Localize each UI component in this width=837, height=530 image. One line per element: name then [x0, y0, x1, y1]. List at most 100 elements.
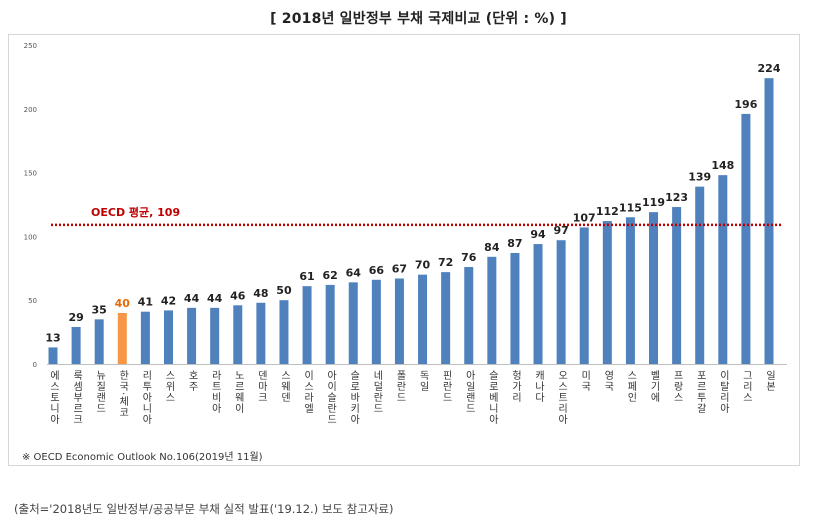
x-category-label: 라트비아 [209, 370, 221, 414]
bar-value-label: 35 [92, 303, 107, 316]
x-category-label: 아이슬란드 [325, 370, 337, 425]
bar-value-label: 148 [711, 159, 734, 172]
bar-value-label: 64 [346, 266, 362, 279]
x-category-label: 리투아니아 [140, 370, 152, 425]
bar-value-label: 123 [665, 191, 688, 204]
bar [533, 244, 543, 364]
bar-value-label: 61 [299, 270, 314, 283]
bar [556, 240, 566, 364]
bar [325, 284, 335, 364]
x-category-label: 한국·체코 [117, 370, 129, 418]
oecd-average-label: OECD 평균, 109 [91, 205, 180, 219]
bar-value-label: 94 [530, 228, 546, 241]
bar [487, 256, 497, 364]
x-category-label: 아일랜드 [463, 370, 475, 414]
x-category-label: 스웨덴 [278, 370, 290, 403]
bar [394, 278, 404, 364]
x-category-label: 미국 [579, 370, 591, 392]
x-category-label: 노르웨이 [232, 370, 244, 414]
x-category-label: 프랑스 [671, 370, 683, 403]
bar [140, 311, 150, 364]
bar [695, 186, 705, 364]
bar [187, 307, 197, 364]
bar-value-label: 84 [484, 241, 500, 254]
x-category-label: 벨기에 [648, 370, 660, 403]
bar [741, 113, 751, 365]
x-category-label: 스위스 [163, 370, 175, 403]
x-category-label: 이탈리아 [717, 370, 729, 414]
y-tick-label: 100 [24, 233, 37, 241]
x-category-label: 스페인 [625, 370, 637, 403]
bar [464, 267, 474, 364]
x-category-label: 이스라엘 [302, 370, 314, 414]
bar [71, 326, 81, 364]
bar-value-label: 66 [369, 264, 385, 277]
bar-value-label: 76 [461, 251, 477, 264]
bar [279, 300, 289, 364]
bar-value-label: 46 [230, 289, 246, 302]
y-tick-label: 0 [33, 361, 37, 369]
x-category-label: 뉴질랜드 [94, 370, 106, 414]
bar [233, 305, 243, 364]
bar-value-label: 40 [115, 297, 131, 310]
bar-value-label: 196 [734, 98, 757, 111]
bar [163, 310, 173, 364]
x-category-label: 독일 [417, 370, 429, 392]
bar [579, 227, 589, 364]
data-note: ※ OECD Economic Outlook No.106(2019년 11월… [22, 452, 263, 463]
bar-value-label: 50 [276, 284, 292, 297]
x-category-label: 영국 [602, 370, 614, 392]
bar [672, 207, 682, 364]
bar-value-label: 139 [688, 171, 711, 184]
x-category-label: 슬로베니아 [486, 370, 498, 425]
bar [94, 319, 104, 364]
x-category-label: 슬로바키아 [348, 370, 360, 425]
bar-value-label: 48 [253, 287, 268, 300]
bar-value-label: 119 [642, 196, 665, 209]
bar-value-label: 44 [184, 292, 200, 305]
bar-value-label: 115 [619, 201, 642, 214]
bar-value-label: 107 [573, 211, 596, 224]
chart-title: [ 2018년 일반정부 부채 국제비교 (단위 : %) ] [270, 11, 567, 27]
bar [210, 307, 220, 364]
bar-value-label: 62 [323, 269, 338, 282]
bar [441, 272, 451, 364]
y-tick-label: 250 [24, 42, 37, 50]
bar-value-label: 87 [507, 237, 522, 250]
bar [418, 274, 428, 364]
y-tick-label: 150 [24, 170, 37, 178]
x-category-label: 헝가리 [509, 370, 521, 403]
bar [649, 212, 659, 364]
x-category-label: 네덜란드 [371, 370, 383, 414]
x-category-label: 캐나다 [533, 370, 545, 403]
bar-value-label: 42 [161, 294, 176, 307]
bar-value-label: 29 [68, 311, 83, 324]
x-category-label: 폴란드 [394, 370, 406, 403]
bar [602, 221, 612, 364]
bar [764, 78, 774, 364]
bar [625, 217, 635, 364]
x-category-label: 그리스 [740, 370, 752, 403]
bar-chart: 0 50 100 150 200 250 13 에스토니아 29 룩셈부르크 35 뉴질랜드 40 한국·… [24, 42, 787, 425]
bar [48, 347, 58, 364]
y-tick-label: 50 [28, 297, 37, 305]
x-category-label: 에스토니아 [48, 370, 60, 425]
bar [718, 175, 728, 364]
x-category-label: 룩셈부르크 [71, 370, 83, 425]
source-citation: (출처='2018년도 일반정부/공공부문 부채 실적 발표('19.12.) … [14, 502, 394, 516]
bar [117, 312, 127, 364]
bar-value-label: 72 [438, 256, 453, 269]
x-category-label: 포르투갈 [694, 370, 706, 414]
x-category-label: 일본 [764, 370, 776, 392]
bar [510, 252, 520, 364]
bar-value-label: 41 [138, 296, 153, 309]
x-category-label: 오스트리아 [556, 370, 568, 425]
bar [302, 286, 312, 364]
bar [348, 282, 358, 364]
chart-panel: 0 50 100 150 200 250 13 에스토니아 29 룩셈부르크 35 뉴질랜드 40 한국·… [8, 34, 800, 466]
bar-value-label: 224 [758, 62, 781, 75]
y-tick-label: 200 [24, 106, 37, 114]
bar-value-label: 97 [553, 224, 568, 237]
x-category-label: 덴마크 [255, 370, 267, 403]
x-category-label: 호주 [186, 370, 198, 392]
